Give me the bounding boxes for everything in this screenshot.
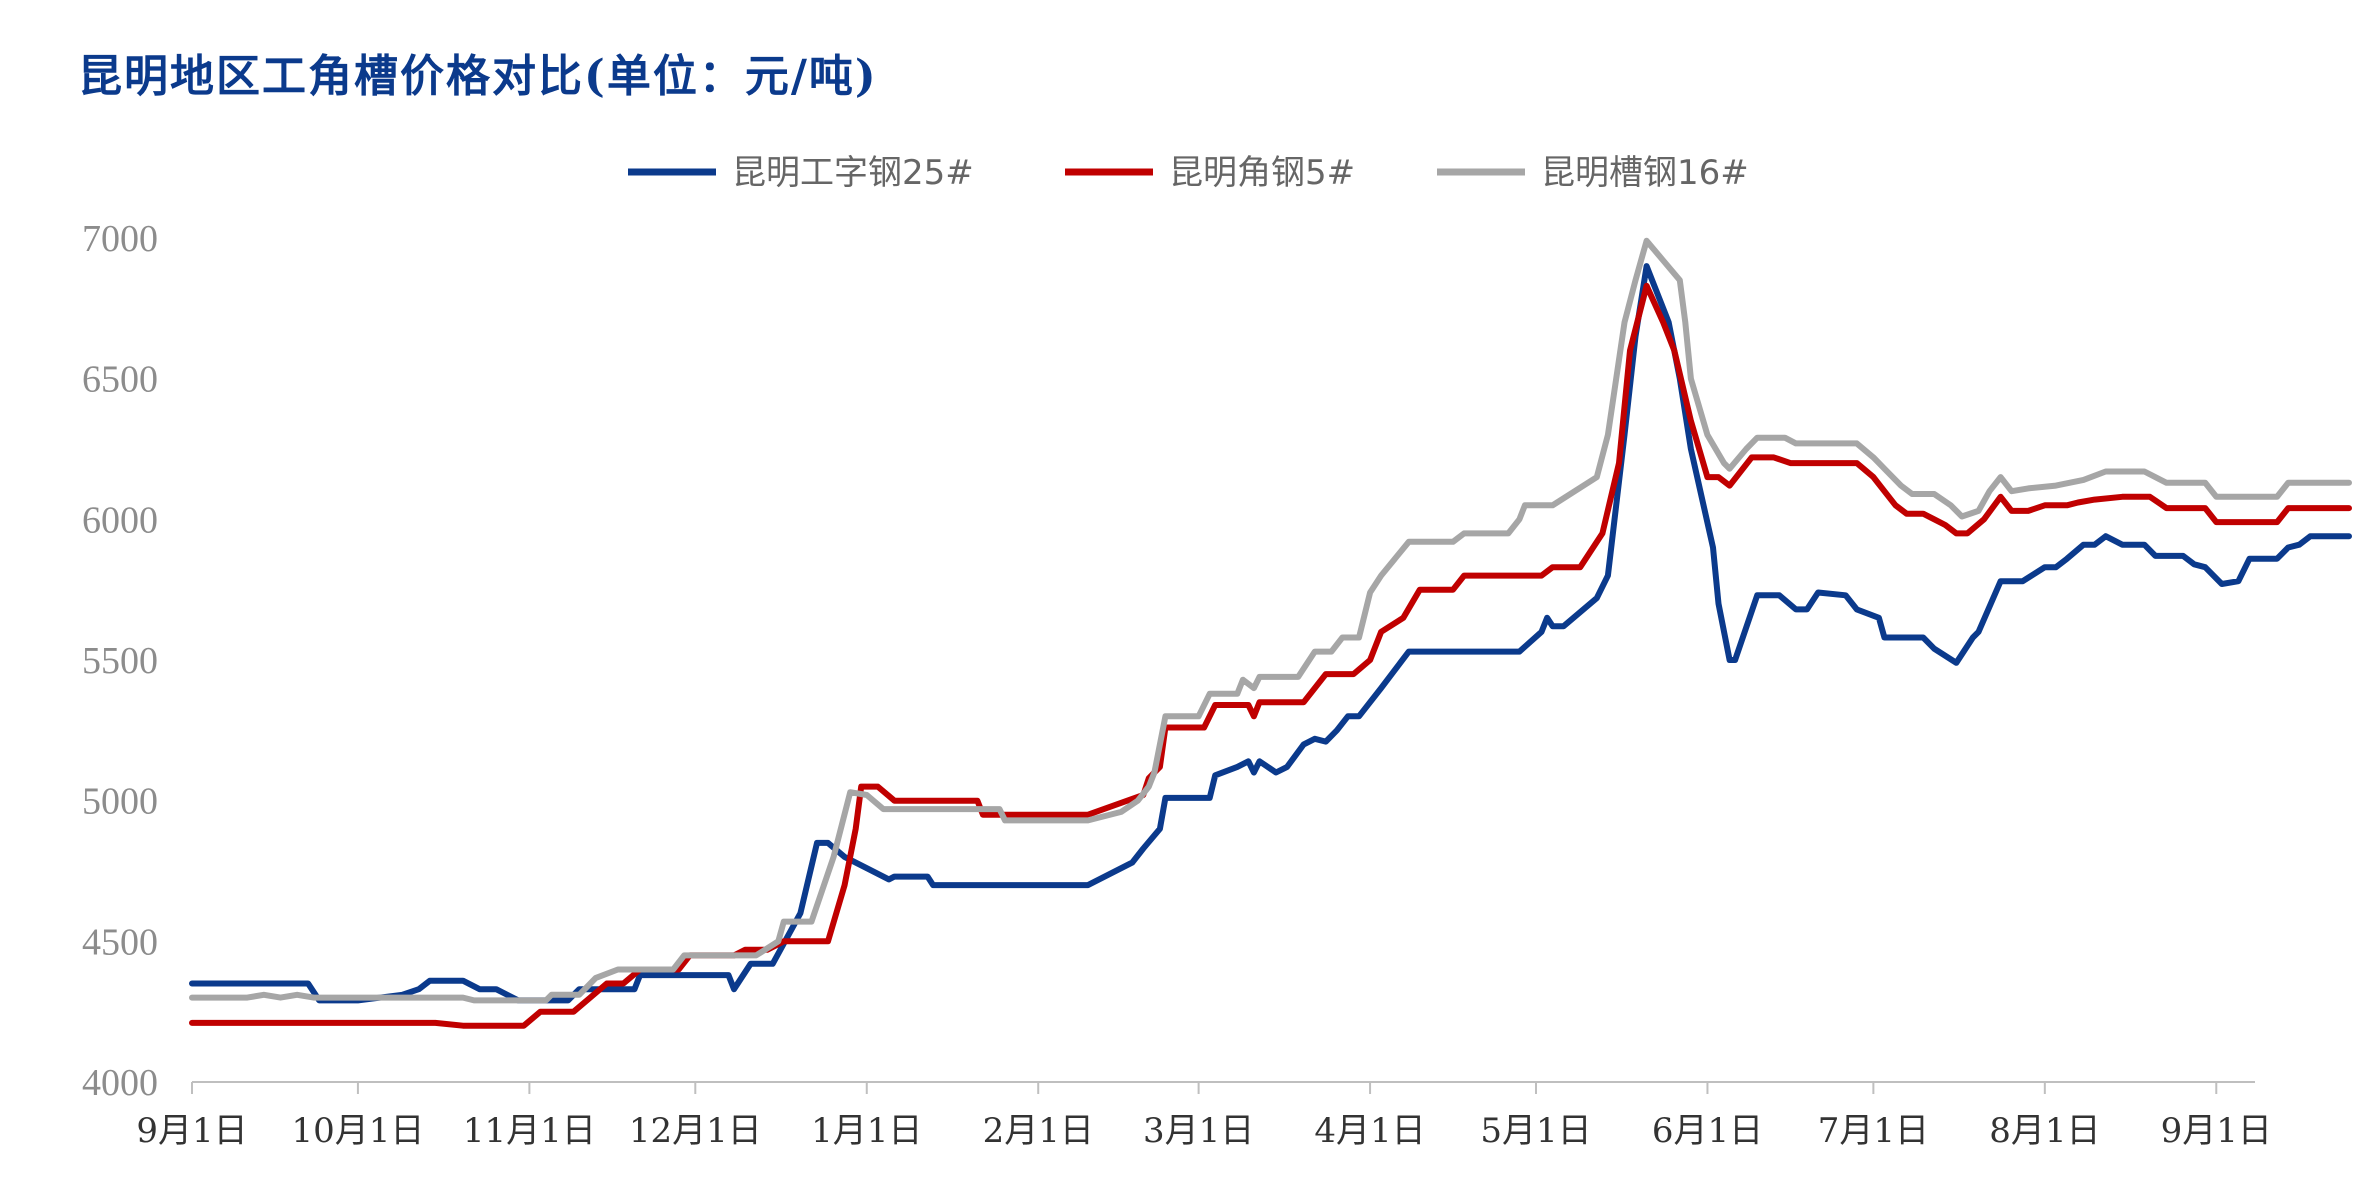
x-tick-label: 2月1日: [983, 1111, 1094, 1151]
x-tick-label: 1月1日: [811, 1111, 922, 1151]
legend-item-2: 昆明角钢5#: [1065, 153, 1355, 193]
x-tick-label: 12月1日: [629, 1111, 762, 1151]
series-group: [189, 237, 2352, 1029]
x-tick-label: 3月1日: [1143, 1111, 1254, 1151]
legend-label: 昆明角钢5#: [1169, 153, 1355, 193]
y-axis: 4000 4500 5000 5500 6000 6500 7000: [82, 218, 158, 1104]
y-tick-label: 6000: [82, 499, 158, 541]
legend: 昆明工字钢25# 昆明角钢5# 昆明槽钢16#: [628, 153, 1749, 193]
legend-label: 昆明工字钢25#: [732, 153, 974, 193]
x-tick-label: 8月1日: [1989, 1111, 2100, 1151]
series-line-3: [189, 237, 2352, 1004]
chart-title: 昆明地区工角槽价格对比(单位：元/吨): [78, 51, 878, 102]
y-tick-label: 4000: [82, 1062, 158, 1104]
legend-item-1: 昆明工字钢25#: [628, 153, 974, 193]
x-tick-label: 6月1日: [1652, 1111, 1763, 1151]
series-line-2: [189, 282, 2352, 1029]
x-tick-label: 11月1日: [463, 1111, 596, 1151]
series-line-1: [189, 263, 2352, 1004]
x-tick-label: 7月1日: [1818, 1111, 1929, 1151]
x-tick-label: 4月1日: [1314, 1111, 1425, 1151]
x-axis: 9月1日 10月1日 11月1日 12月1日 1月1日 2月1日 3月1日 4月1日 5月1日 6…: [136, 1081, 2272, 1151]
legend-item-3: 昆明槽钢16#: [1437, 153, 1749, 193]
x-tick-label: 10月1日: [291, 1111, 424, 1151]
y-tick-label: 5000: [82, 781, 158, 823]
y-tick-label: 6500: [82, 359, 158, 401]
legend-label: 昆明槽钢16#: [1541, 153, 1749, 193]
y-tick-label: 5500: [82, 640, 158, 682]
x-tick-label: 9月1日: [2161, 1111, 2272, 1151]
x-tick-label: 5月1日: [1480, 1111, 1591, 1151]
x-tick-label: 9月1日: [136, 1111, 247, 1151]
y-tick-label: 4500: [82, 921, 158, 963]
y-tick-label: 7000: [82, 218, 158, 260]
